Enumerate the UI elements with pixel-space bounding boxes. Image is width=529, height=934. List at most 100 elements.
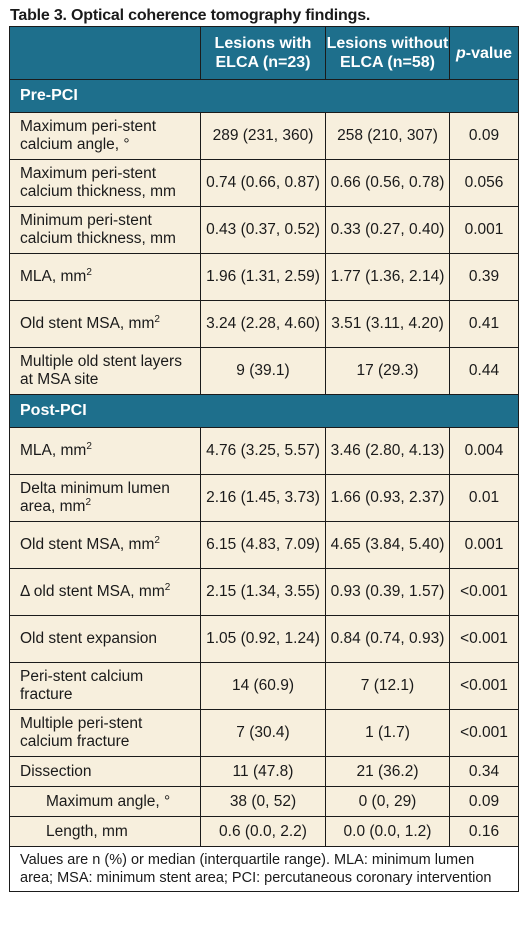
p-value: 0.001 xyxy=(449,206,519,254)
p-value: 0.056 xyxy=(449,159,519,207)
table-row: Old stent expansion 1.05 (0.92, 1.24) 0.84… xyxy=(9,615,519,663)
p-value: <0.001 xyxy=(449,709,519,757)
p-value: <0.001 xyxy=(449,568,519,616)
row-label-superscript: 2 xyxy=(86,266,92,278)
row-label-superscript: 2 xyxy=(86,440,92,452)
value-with-elca: 0.74 (0.66, 0.87) xyxy=(200,159,326,207)
row-label-text: MLA, mm xyxy=(20,442,87,459)
value-with-elca: 289 (231, 360) xyxy=(200,112,326,160)
value-without-elca: 258 (210, 307) xyxy=(325,112,450,160)
row-label: Multiple old stent layers at MSA site xyxy=(9,347,201,395)
row-label: Maximum angle, ° xyxy=(9,786,201,817)
header-blank xyxy=(9,26,201,80)
table-row: MLA, mm2 4.76 (3.25, 5.57) 3.46 (2.80, 4.1… xyxy=(9,427,519,475)
row-label: Peri-stent calcium fracture xyxy=(9,662,201,710)
table-row: Δ old stent MSA, mm2 2.15 (1.34, 3.55) 0.9… xyxy=(9,568,519,616)
footnote: Values are n (%) or median (interquartil… xyxy=(9,846,519,892)
row-label-text: MLA, mm xyxy=(20,268,87,285)
row-label-text: Maximum angle, ° xyxy=(46,792,171,810)
p-rest: -value xyxy=(465,44,513,62)
row-label: Delta minimum lumen area, mm2 xyxy=(9,474,201,522)
row-label-text: Length, mm xyxy=(46,822,128,840)
row-label: Dissection xyxy=(9,756,201,787)
value-without-elca: 21 (36.2) xyxy=(325,756,450,787)
value-with-elca: 1.96 (1.31, 2.59) xyxy=(200,253,326,301)
value-with-elca: 9 (39.1) xyxy=(200,347,326,395)
table-row: Old stent MSA, mm2 3.24 (2.28, 4.60) 3.51 … xyxy=(9,300,519,348)
row-label: Old stent MSA, mm2 xyxy=(9,300,201,348)
value-with-elca: 3.24 (2.28, 4.60) xyxy=(200,300,326,348)
row-label-text: Old stent MSA, mm xyxy=(20,315,155,332)
row-label-text: Maximum peri-stent calcium thickness, mm xyxy=(20,165,176,200)
row-label-text: Maximum peri-stent calcium angle, ° xyxy=(20,118,157,153)
table-row: Maximum peri-stent calcium thickness, mm… xyxy=(9,159,519,207)
table-row: MLA, mm2 1.96 (1.31, 2.59) 1.77 (1.36, 2.1… xyxy=(9,253,519,301)
table-row: Maximum peri-stent calcium angle, ° 289 (… xyxy=(9,112,519,160)
table-document: Table 3. Optical coherence tomography fi… xyxy=(9,7,519,892)
row-label-text: Minimum peri-stent calcium thickness, mm xyxy=(20,212,176,247)
value-with-elca: 0.43 (0.37, 0.52) xyxy=(200,206,326,254)
value-without-elca: 0.84 (0.74, 0.93) xyxy=(325,615,450,663)
row-label: Δ old stent MSA, mm2 xyxy=(9,568,201,616)
p-italic: p xyxy=(455,44,466,62)
value-with-elca: 1.05 (0.92, 1.24) xyxy=(200,615,326,663)
row-label-superscript: 2 xyxy=(154,313,160,325)
header-without-elca: Lesions without ELCA (n=58) xyxy=(325,26,450,80)
row-label-superscript: 2 xyxy=(85,496,92,508)
header-row: Lesions with ELCA (n=23) Lesions without… xyxy=(9,26,519,80)
row-label: MLA, mm2 xyxy=(9,253,201,301)
row-label-text: Old stent MSA, mm xyxy=(20,536,155,553)
table-row: Multiple old stent layers at MSA site 9 (… xyxy=(9,347,519,395)
p-value: 0.34 xyxy=(449,756,519,787)
table-row: Peri-stent calcium fracture 14 (60.9) 7 (1… xyxy=(9,662,519,710)
table-body: Pre-PCI Maximum peri-stent calcium angle,… xyxy=(9,79,519,892)
row-label: Minimum peri-stent calcium thickness, mm xyxy=(9,206,201,254)
row-label-text: Dissection xyxy=(20,762,92,780)
table-row: Minimum peri-stent calcium thickness, mm… xyxy=(9,206,519,254)
header-with-elca: Lesions with ELCA (n=23) xyxy=(200,26,326,80)
section-title: Post-PCI xyxy=(9,394,519,428)
row-label: MLA, mm2 xyxy=(9,427,201,475)
row-label-text: Δ old stent MSA, mm xyxy=(20,583,165,600)
row-label: Old stent expansion xyxy=(9,615,201,663)
value-without-elca: 0.93 (0.39, 1.57) xyxy=(325,568,450,616)
section-header-row: Pre-PCI xyxy=(9,79,519,113)
row-label-text: Multiple old stent layers at MSA site xyxy=(20,353,182,388)
value-without-elca: 17 (29.3) xyxy=(325,347,450,395)
p-value: 0.39 xyxy=(449,253,519,301)
row-label: Maximum peri-stent calcium thickness, mm xyxy=(9,159,201,207)
p-value: 0.004 xyxy=(449,427,519,475)
row-label-superscript: 2 xyxy=(154,534,160,546)
row-label-text: Peri-stent calcium fracture xyxy=(20,668,144,703)
row-label-superscript: 2 xyxy=(164,581,171,593)
table-row: Length, mm 0.6 (0.0, 2.2) 0.0 (0.0, 1.2) 0.… xyxy=(9,816,519,847)
row-label-text: Old stent expansion xyxy=(20,630,158,647)
table-row: Delta minimum lumen area, mm2 2.16 (1.45,… xyxy=(9,474,519,522)
p-value: 0.09 xyxy=(449,112,519,160)
value-without-elca: 0.33 (0.27, 0.40) xyxy=(325,206,450,254)
table-title: Table 3. Optical coherence tomography fi… xyxy=(10,7,371,24)
value-without-elca: 0.66 (0.56, 0.78) xyxy=(325,159,450,207)
p-value: 0.41 xyxy=(449,300,519,348)
row-label: Maximum peri-stent calcium angle, ° xyxy=(9,112,201,160)
section-title: Pre-PCI xyxy=(9,79,519,113)
value-without-elca: 1.77 (1.36, 2.14) xyxy=(325,253,450,301)
header-p-value: p-value xyxy=(449,26,519,80)
row-label: Old stent MSA, mm2 xyxy=(9,521,201,569)
value-with-elca: 2.15 (1.34, 3.55) xyxy=(200,568,326,616)
p-value: 0.16 xyxy=(449,816,519,847)
row-label: Multiple peri-stent calcium fracture xyxy=(9,709,201,757)
p-value: 0.01 xyxy=(449,474,519,522)
value-without-elca: 0.0 (0.0, 1.2) xyxy=(325,816,450,847)
value-without-elca: 1.66 (0.93, 2.37) xyxy=(325,474,450,522)
value-with-elca: 4.76 (3.25, 5.57) xyxy=(200,427,326,475)
p-value: 0.001 xyxy=(449,521,519,569)
table-row: Maximum angle, ° 38 (0, 52) 0 (0, 29) 0.09 xyxy=(9,786,519,817)
section-header-row: Post-PCI xyxy=(9,394,519,428)
row-label-text: Delta minimum lumen area, mm xyxy=(20,480,170,515)
table-row: Multiple peri-stent calcium fracture 7 (3… xyxy=(9,709,519,757)
ocT-findings-table: Lesions with ELCA (n=23) Lesions without… xyxy=(9,26,519,892)
value-with-elca: 14 (60.9) xyxy=(200,662,326,710)
value-without-elca: 4.65 (3.84, 5.40) xyxy=(325,521,450,569)
row-label-text: Multiple peri-stent calcium fracture xyxy=(20,715,143,750)
